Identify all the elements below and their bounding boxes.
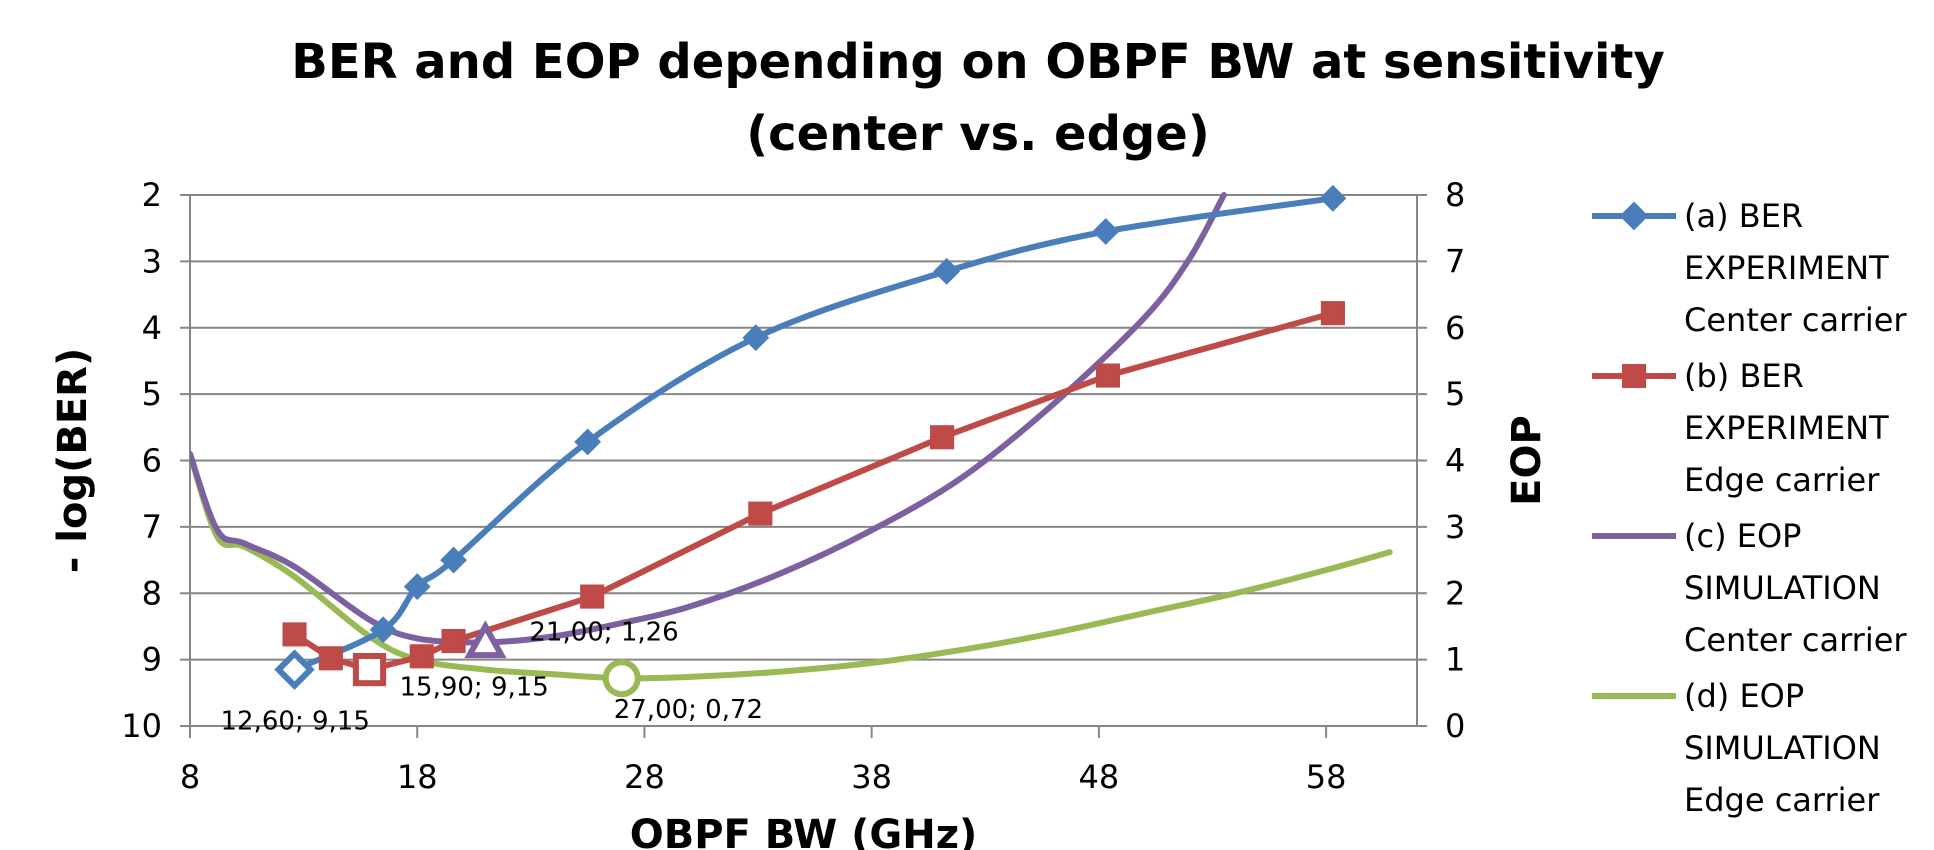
chart-title-line: (center vs. edge): [746, 106, 1210, 162]
legend-label: SIMULATION: [1684, 729, 1881, 767]
annotation-marker: [352, 652, 387, 687]
y-right-tick-label: 1: [1445, 641, 1465, 679]
y-left-tick-label: 4: [142, 309, 162, 347]
legend-label: (a) BER: [1684, 197, 1803, 235]
legend-label: EXPERIMENT: [1684, 409, 1889, 447]
y-left-tick-label: 10: [121, 707, 162, 745]
data-point-1: [580, 584, 605, 609]
data-point-0: [1092, 218, 1120, 245]
data-point-0: [742, 324, 770, 352]
data-point-1: [930, 425, 955, 450]
legend-swatch-marker: [1621, 363, 1647, 389]
legend-label: Edge carrier: [1684, 461, 1880, 499]
y-left-tick-label: 8: [142, 574, 162, 612]
legend-item: (b) BER EXPERIMENT Edge carrier: [1592, 357, 1889, 499]
legend-label: (d) EOP: [1684, 677, 1804, 715]
legend: (a) BER EXPERIMENT Center carrier (b) BER EX…: [1592, 197, 1907, 819]
legend-label: Center carrier: [1684, 301, 1907, 339]
chart-title: BER and EOP depending on OBPF BW at sens…: [291, 34, 1665, 162]
y-right-tick-label: 7: [1445, 242, 1465, 280]
series-line-1: [291, 310, 1336, 673]
data-point-0: [933, 257, 961, 285]
y-right-tick-label: 4: [1445, 442, 1465, 480]
legend-item: (a) BER EXPERIMENT Center carrier: [1592, 197, 1907, 339]
x-axis-title: OBPF BW (GHz): [630, 812, 978, 850]
y-left-axis-ticks: 2 3 4 5 6 7 8 9 10: [121, 176, 190, 745]
legend-item: (d) EOP SIMULATION Edge carrier: [1592, 677, 1881, 819]
y-right-tick-label: 2: [1445, 574, 1465, 612]
x-tick-label: 28: [624, 758, 665, 796]
series-line-3: [190, 450, 1393, 682]
data-point-1: [409, 644, 434, 669]
y-left-tick-label: 2: [142, 176, 162, 214]
data-point-1: [748, 501, 773, 526]
chart-title-line: BER and EOP depending on OBPF BW at sens…: [291, 34, 1665, 90]
annotation-label: 15,90; 9,15: [400, 673, 549, 703]
annotation-label: 12,60; 9,15: [221, 707, 370, 737]
y-right-tick-label: 0: [1445, 707, 1465, 745]
x-tick-label: 48: [1079, 758, 1120, 796]
legend-label: (c) EOP: [1684, 517, 1801, 555]
series-lines: [190, 192, 1393, 682]
data-point-0: [574, 428, 602, 456]
x-tick-label: 38: [851, 758, 892, 796]
y-right-tick-label: 6: [1445, 309, 1465, 347]
annotations: 12,60; 9,15 15,90; 9,15 21,00; 1,26 27,00; …: [221, 617, 764, 736]
legend-label: Center carrier: [1684, 621, 1907, 659]
data-point-1: [441, 628, 466, 654]
legend-label: EXPERIMENT: [1684, 249, 1889, 287]
x-axis-ticks: 8 18 28 38 48 58: [180, 726, 1347, 796]
annotation-marker: [602, 659, 641, 698]
annotation-label: 21,00; 1,26: [529, 617, 678, 647]
legend-item: (c) EOP SIMULATION Center carrier: [1592, 517, 1907, 659]
data-point-1: [1095, 363, 1121, 388]
data-point-1: [282, 622, 307, 647]
series-line-0: [291, 195, 1336, 673]
data-point-0: [1319, 184, 1347, 212]
gridlines: [190, 194, 1417, 727]
y-left-tick-label: 3: [142, 242, 162, 280]
legend-label: (b) BER: [1684, 357, 1804, 395]
data-point-0: [440, 546, 467, 574]
data-point-1: [318, 646, 343, 671]
y-left-tick-label: 6: [142, 442, 162, 480]
y-right-tick-label: 3: [1445, 508, 1465, 546]
y-left-tick-label: 5: [142, 375, 162, 413]
legend-label: SIMULATION: [1684, 569, 1881, 607]
y-left-tick-label: 9: [142, 641, 162, 679]
annotation-marker: [274, 649, 315, 690]
y-right-axis-title: EOP: [1504, 415, 1550, 506]
legend-label: Edge carrier: [1684, 781, 1880, 819]
y-right-axis-ticks: 0 1 2 3 4 5 6 7 8: [1417, 176, 1465, 745]
annotation-marker: [464, 620, 507, 659]
data-point-0: [403, 573, 431, 601]
y-right-tick-label: 5: [1445, 375, 1465, 413]
x-tick-label: 58: [1306, 758, 1347, 796]
annotation-label: 27,00; 0,72: [614, 695, 763, 725]
x-tick-label: 18: [397, 758, 438, 796]
y-left-tick-label: 7: [142, 508, 162, 546]
series-line-2: [190, 192, 1227, 646]
data-point-0: [369, 616, 397, 644]
x-tick-label: 8: [180, 758, 200, 796]
y-left-axis-title: - log(BER): [50, 348, 96, 574]
y-right-tick-label: 8: [1445, 176, 1465, 214]
data-point-1: [1320, 301, 1345, 326]
legend-swatch-marker: [1619, 201, 1649, 231]
